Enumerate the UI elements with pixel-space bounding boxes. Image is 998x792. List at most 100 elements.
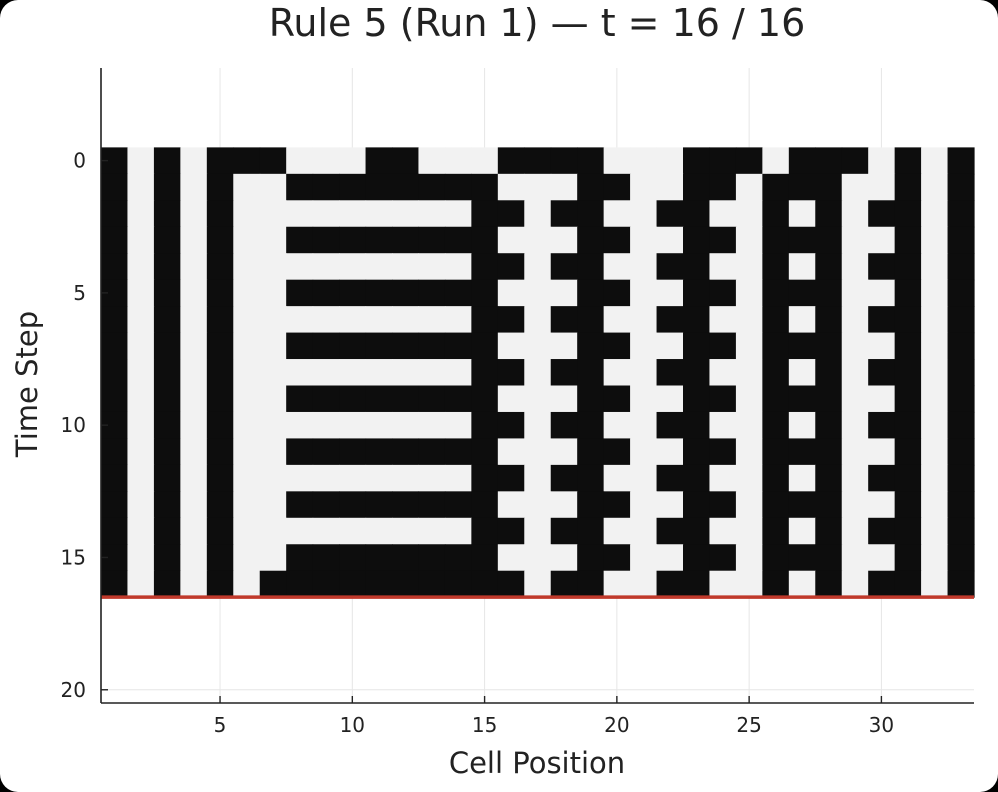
cell <box>550 332 578 360</box>
cell <box>339 517 367 545</box>
cell <box>550 147 578 175</box>
cell <box>921 517 949 545</box>
cell <box>815 147 843 175</box>
cell <box>259 491 287 519</box>
cell <box>471 147 499 175</box>
cell <box>841 147 869 175</box>
cell <box>233 517 261 545</box>
cell <box>709 411 737 440</box>
cell <box>921 332 949 360</box>
cell <box>392 385 420 413</box>
cell <box>444 279 472 307</box>
cell <box>603 464 631 492</box>
cell <box>206 359 234 387</box>
cell <box>206 438 234 466</box>
cell <box>656 411 684 440</box>
cell <box>524 332 552 360</box>
cell <box>180 279 208 307</box>
cell <box>788 147 816 175</box>
cell <box>392 279 420 307</box>
cell <box>815 253 843 281</box>
cell <box>418 147 446 175</box>
cell <box>365 438 393 466</box>
cell <box>735 517 763 545</box>
cell <box>683 544 711 572</box>
cell <box>259 147 287 175</box>
cell <box>709 385 737 413</box>
cell <box>630 200 658 228</box>
cell <box>683 438 711 466</box>
cell <box>683 385 711 413</box>
cell <box>577 147 605 175</box>
cell <box>418 570 446 598</box>
cell <box>444 491 472 519</box>
cell <box>788 253 816 281</box>
cell <box>365 332 393 360</box>
cell <box>550 544 578 572</box>
cell <box>180 491 208 519</box>
cell <box>921 279 949 307</box>
cell <box>339 253 367 281</box>
cell <box>630 464 658 492</box>
cell <box>868 517 896 545</box>
cell <box>603 332 631 360</box>
cell <box>524 570 552 598</box>
cell <box>577 226 605 254</box>
cell <box>180 359 208 387</box>
cell <box>312 411 340 440</box>
cell <box>180 253 208 281</box>
cell <box>788 332 816 360</box>
cell <box>894 464 922 492</box>
cell <box>497 147 525 175</box>
cell <box>603 411 631 440</box>
y-axis-label: Time Step <box>10 311 44 458</box>
y-tick-label: 5 <box>73 281 86 305</box>
cell <box>339 570 367 598</box>
cell <box>788 279 816 307</box>
cell <box>815 332 843 360</box>
cell <box>180 332 208 360</box>
cell <box>233 306 261 334</box>
cell <box>153 253 181 281</box>
cell <box>868 173 896 201</box>
cell <box>788 464 816 492</box>
cell <box>233 147 261 175</box>
cell <box>656 279 684 307</box>
cell <box>921 253 949 281</box>
cell <box>630 359 658 387</box>
cell <box>947 173 975 201</box>
cell <box>286 332 314 360</box>
x-tick-label: 30 <box>869 713 894 737</box>
cell <box>947 464 975 492</box>
cell <box>365 359 393 387</box>
cell <box>392 173 420 201</box>
cell <box>868 226 896 254</box>
cell <box>497 359 525 387</box>
cell <box>339 359 367 387</box>
cell <box>259 226 287 254</box>
cell <box>630 332 658 360</box>
cell <box>365 411 393 440</box>
cell <box>788 491 816 519</box>
cell <box>444 464 472 492</box>
cell <box>762 173 790 201</box>
cell <box>127 570 155 598</box>
cell <box>444 200 472 228</box>
cell <box>259 464 287 492</box>
cell <box>180 544 208 572</box>
cell <box>815 464 843 492</box>
cell <box>762 438 790 466</box>
cell <box>444 147 472 175</box>
cell <box>471 464 499 492</box>
cell <box>339 411 367 440</box>
cell <box>339 147 367 175</box>
cell <box>127 411 155 440</box>
cell <box>577 306 605 334</box>
cell <box>603 359 631 387</box>
cell <box>392 253 420 281</box>
cell <box>127 438 155 466</box>
cell <box>709 570 737 598</box>
cell <box>947 438 975 466</box>
y-tick-label: 10 <box>61 413 86 437</box>
cell <box>127 385 155 413</box>
